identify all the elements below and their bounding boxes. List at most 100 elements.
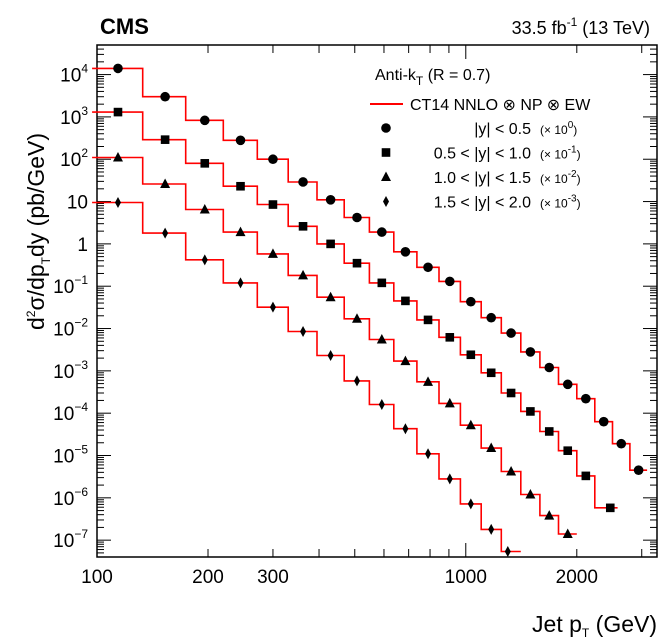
data-point-triangle — [325, 291, 336, 302]
data-point-triangle — [267, 248, 278, 258]
legend-scale-base: (× 10 — [540, 148, 568, 162]
y-tick-label: 1 — [77, 235, 88, 256]
data-point-square — [200, 159, 210, 168]
data-point-square — [506, 388, 516, 398]
y-tick-label: 10 — [67, 193, 88, 214]
legend-algo-prefix: Anti-k — [375, 67, 417, 84]
y-tick-label: 104 — [60, 62, 88, 87]
data-point-triangle — [400, 355, 411, 366]
legend-entry-label: |y| < 0.5 — [474, 121, 531, 138]
y-tick-base: 10 — [53, 489, 74, 510]
y-tick-base: 10 — [53, 447, 74, 468]
legend-marker-diamond — [383, 196, 389, 207]
data-point-triangle — [506, 465, 517, 476]
data-point-triangle — [423, 376, 434, 386]
data-point-square — [160, 135, 170, 144]
data-point-circle — [423, 262, 433, 273]
data-point-circle — [466, 296, 476, 307]
plot-frame — [96, 44, 658, 558]
data-point-triangle — [544, 510, 555, 520]
y-tick-exponent: −5 — [74, 443, 88, 457]
x-title-sub: T — [582, 626, 590, 637]
legend-marker-square — [381, 148, 391, 157]
theory-curve — [92, 156, 577, 535]
data-point-square — [544, 427, 554, 436]
data-point-diamond — [425, 448, 432, 460]
data-point-circle — [525, 347, 536, 357]
y-tick-exponent: 3 — [81, 104, 88, 118]
legend-scale-close: ) — [577, 148, 581, 162]
experiment-label: CMS — [100, 14, 149, 39]
data-point-diamond — [488, 523, 495, 535]
legend-entry-scale: (× 10-2) — [540, 169, 581, 186]
legend-scale-base: (× 10 — [540, 197, 568, 211]
y-tick-label: 102 — [60, 146, 88, 171]
legend-entry-label: 1.0 < |y| < 1.5 — [434, 170, 531, 187]
y-tick-base: 10 — [60, 108, 81, 129]
data-point-circle — [298, 177, 308, 187]
y-tick-base: 10 — [60, 66, 81, 87]
x-tick-label: 2000 — [556, 567, 598, 588]
legend-entry-scale: (× 100) — [540, 120, 577, 137]
y-title-end: dy — [23, 232, 49, 257]
theory-curve — [92, 201, 521, 553]
legend-entry-scale: (× 10-1) — [540, 145, 581, 162]
y-title-exp: 2 — [24, 310, 38, 317]
legend-scale-close: ) — [577, 172, 581, 186]
y-tick-exponent: −7 — [74, 527, 88, 541]
data-point-circle — [598, 416, 609, 427]
data-point-square — [563, 446, 573, 455]
data-point-square — [113, 107, 123, 117]
x-title-main: Jet p — [532, 611, 582, 637]
data-point-circle — [377, 227, 387, 237]
data-point-diamond — [269, 301, 276, 313]
data-point-circle — [160, 91, 170, 102]
data-point-square — [581, 471, 591, 481]
y-tick-base: 10 — [67, 193, 88, 214]
theory-curve — [92, 67, 648, 471]
data-point-diamond — [327, 350, 334, 362]
y-title-mid: σ/dp — [23, 264, 49, 310]
y-tick-label: 10−7 — [53, 527, 88, 552]
data-point-triangle — [160, 178, 171, 188]
y-tick-label: 10−3 — [53, 358, 88, 383]
legend-scale-exponent: -2 — [568, 169, 577, 180]
data-point-circle — [444, 276, 455, 287]
y-tick-exponent: 2 — [81, 146, 88, 160]
legend-theory-label: CT14 NNLO ⊗ NP ⊗ EW — [410, 97, 591, 114]
x-tick-label: 100 — [81, 567, 113, 588]
y-tick-label: 10−5 — [53, 443, 88, 468]
data-point-circle — [268, 154, 278, 165]
data-point-diamond — [162, 227, 169, 239]
data-point-circle — [113, 63, 123, 74]
legend-scale-exponent: -3 — [568, 194, 577, 205]
y-tick-base: 10 — [60, 150, 81, 171]
y-title-unit: (pb/GeV) — [23, 133, 49, 226]
data-point-circle — [581, 393, 591, 404]
y-tick-exponent: −6 — [74, 485, 88, 499]
data-point-circle — [616, 438, 627, 449]
data-markers — [112, 63, 644, 557]
x-title-unit: (GeV) — [596, 611, 657, 637]
x-axis-title: Jet pT (GeV) — [532, 611, 657, 637]
energy-value: (13 TeV) — [582, 18, 650, 38]
y-tick-label: 103 — [60, 104, 88, 129]
y-tick-exponent: 4 — [81, 62, 88, 76]
data-point-triangle — [525, 488, 536, 499]
y-tick-base: 10 — [53, 277, 74, 298]
data-point-triangle — [298, 269, 309, 280]
x-tick-label: 200 — [192, 567, 224, 588]
data-point-circle — [400, 247, 411, 257]
data-point-circle — [544, 362, 555, 373]
data-point-square — [445, 333, 455, 342]
data-point-diamond — [378, 399, 385, 411]
data-point-square — [605, 503, 615, 513]
x-tick-label: 300 — [257, 567, 289, 588]
data-point-circle — [235, 135, 246, 146]
y-tick-base: 10 — [53, 362, 74, 383]
data-point-triangle — [112, 151, 123, 162]
lumi-exponent: -1 — [567, 15, 578, 29]
y-tick-label: 10−4 — [53, 400, 88, 425]
